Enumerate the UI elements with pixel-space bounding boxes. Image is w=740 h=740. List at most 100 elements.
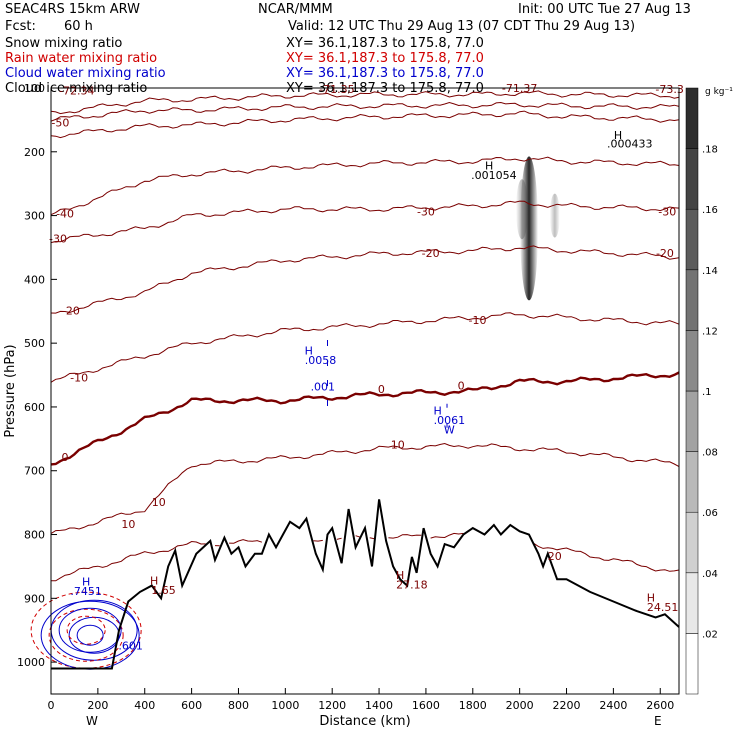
- colorbar-cell: [685, 451, 699, 513]
- terrain-line: [51, 499, 680, 670]
- contour-label: 10: [391, 438, 405, 451]
- y-tick-label: 800: [24, 529, 45, 542]
- contour-label: -71.35: [319, 83, 354, 96]
- y-tick-label: 700: [24, 465, 45, 478]
- x-tick-label: 400: [134, 699, 155, 712]
- contour-label: 0: [62, 451, 69, 464]
- contour-label: -73.3: [655, 83, 683, 96]
- contour-label: .001054: [471, 169, 517, 182]
- cloud-contour: [30, 591, 142, 669]
- x-tick-label: 600: [181, 699, 202, 712]
- contour-label: -50: [51, 116, 69, 129]
- colorbar-tick: .02: [702, 629, 718, 640]
- contour-label: -10: [70, 371, 88, 384]
- y-tick-label: 900: [24, 592, 45, 605]
- contour-label: -72.34: [59, 84, 94, 97]
- x-tick-label: 1400: [365, 699, 393, 712]
- colorbar-tick: .1: [702, 387, 712, 398]
- isotherm--70: [50, 90, 680, 115]
- x-tick-label: 1800: [459, 699, 487, 712]
- x-tick-label: 1000: [271, 699, 299, 712]
- contour-label: H: [485, 160, 493, 173]
- x-tick-label: 800: [228, 699, 249, 712]
- y-axis-label: Pressure (hPa): [3, 344, 18, 437]
- temperature-isotherms: [50, 90, 680, 582]
- y-tick-label: 300: [24, 210, 45, 223]
- east-label: E: [654, 714, 662, 728]
- fcst-value: 60 h: [64, 19, 93, 34]
- isotherm--50: [50, 110, 680, 139]
- contour-label: H: [614, 129, 622, 142]
- x-axis-label: Distance (km): [319, 714, 410, 729]
- snow-plume-east: [549, 193, 560, 238]
- contour-label: -40: [56, 207, 74, 220]
- contour-label: -20: [422, 247, 440, 260]
- colorbar-cell: [685, 208, 699, 271]
- contour-label: H: [396, 569, 404, 582]
- contour-label: H: [305, 345, 313, 358]
- x-tick-label: 0: [48, 699, 55, 712]
- cloud-contour: [48, 608, 124, 662]
- snow-plume-side: [516, 179, 528, 240]
- isotherm-20: [50, 532, 680, 582]
- colorbar-tick: .06: [702, 508, 718, 519]
- contour-labels: -72.34 -71.35 -71.37 -73.3-50-40-30-20-1001…: [49, 82, 684, 653]
- model-title: SEAC4RS 15km ARW: [5, 2, 140, 17]
- contour-label: .000433: [607, 137, 653, 150]
- y-tick-label: 1000: [17, 656, 45, 669]
- contour-label: -20: [656, 247, 674, 260]
- y-tick-label: 600: [24, 401, 45, 414]
- colorbar: .02 .04 .06 .08 .1 .12 .14 .16 .18 g kg⁻¹: [685, 87, 733, 695]
- colorbar-tick: .12: [702, 326, 718, 337]
- x-tick-label: 200: [87, 699, 108, 712]
- colorbar-tick: .18: [702, 145, 718, 156]
- colorbar-cell: [685, 511, 699, 574]
- legend-name: Cloud water mixing ratio: [5, 66, 166, 81]
- x-tick-label: 1200: [318, 699, 346, 712]
- west-label: W: [86, 714, 98, 728]
- init-time: Init: 00 UTC Tue 27 Aug 13: [518, 2, 691, 17]
- cloud-contour: [76, 624, 104, 646]
- contour-label: .601: [118, 639, 143, 652]
- contour-label: .0058: [305, 354, 337, 367]
- isotherm--40: [50, 156, 680, 216]
- contour-label: 0: [378, 383, 385, 396]
- isotherm-10: [50, 442, 680, 535]
- contour-label: -30: [658, 206, 676, 219]
- contour-label: 10: [121, 518, 135, 531]
- legend-xy: XY= 36.1,187.3 to 175.8, 77.0: [286, 51, 484, 66]
- legend-xy: XY= 36.1,187.3 to 175.8, 77.0: [286, 36, 484, 51]
- colorbar-tick: .16: [702, 205, 718, 216]
- x-tick-label: 2600: [646, 699, 674, 712]
- contour-label: H: [82, 576, 90, 589]
- contour-label: .001: [311, 380, 336, 393]
- colorbar-cell: [685, 148, 699, 210]
- chart-header: SEAC4RS 15km ARW NCAR/MMM Init: 00 UTC T…: [5, 2, 691, 34]
- contour-label: 24.51: [647, 601, 679, 614]
- x-tick-label: 1600: [412, 699, 440, 712]
- contour-label: -10: [468, 314, 486, 327]
- legend-name: Rain water mixing ratio: [5, 51, 157, 66]
- contour-label: -30: [417, 206, 435, 219]
- contour-label: .0061: [434, 414, 466, 427]
- colorbar-tick: .08: [702, 448, 718, 459]
- contour-label: .7451: [70, 585, 102, 598]
- colorbar-cell: [685, 572, 699, 634]
- valid-time: Valid: 12 UTC Thu 29 Aug 13 (07 CDT Thu …: [288, 19, 635, 34]
- colorbar-unit: g kg⁻¹: [705, 87, 733, 97]
- contour-label: 1.65: [151, 584, 176, 597]
- legend-xy: XY= 36.1,187.3 to 175.8, 77.0: [286, 66, 484, 81]
- contour-label: -30: [49, 232, 67, 245]
- contour-label: 20: [548, 550, 562, 563]
- x-tick-label: 2400: [599, 699, 627, 712]
- colorbar-cell: [685, 390, 699, 452]
- isotherm-0: [50, 371, 680, 466]
- colorbar-cell: [685, 633, 699, 695]
- contour-label: H: [150, 574, 158, 587]
- contour-label: 27.18: [396, 579, 428, 592]
- isotherm--60: [50, 101, 680, 122]
- contour-label: 0: [458, 380, 465, 393]
- colorbar-cell: [685, 330, 699, 392]
